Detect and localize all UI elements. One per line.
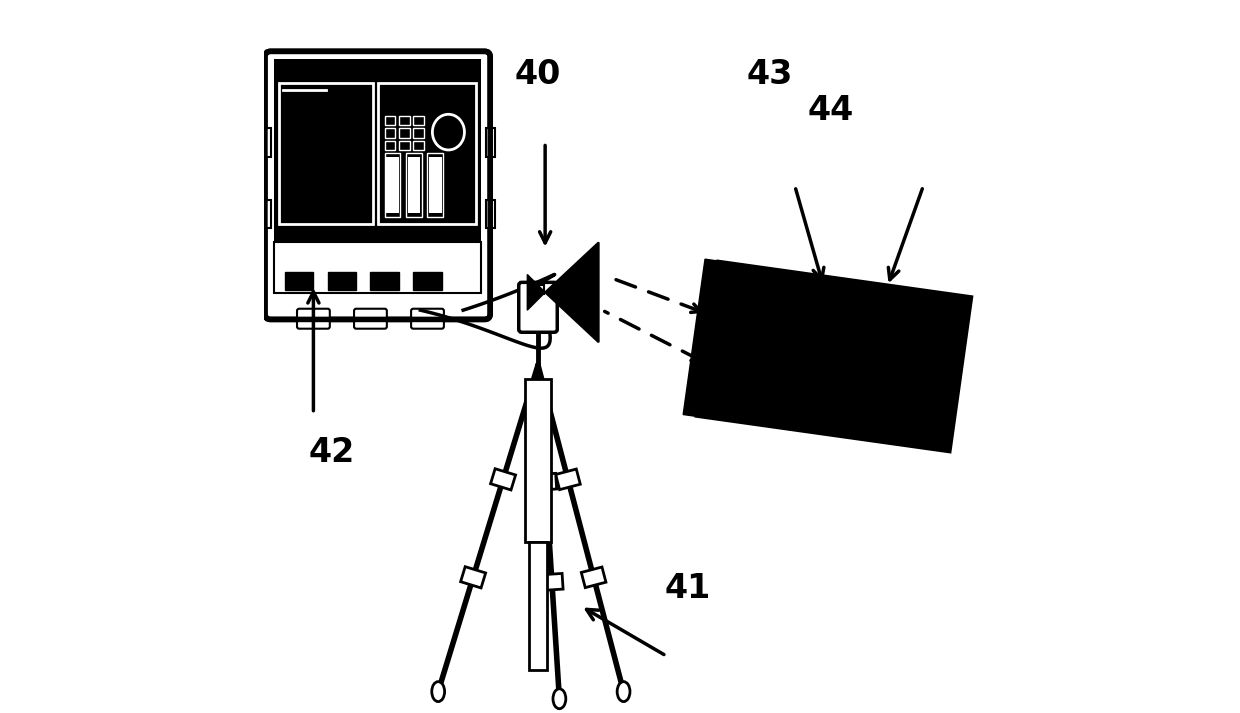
- Bar: [413, 141, 424, 150]
- Bar: [407, 153, 422, 217]
- Bar: [327, 272, 356, 289]
- Polygon shape: [491, 468, 516, 490]
- Bar: [429, 157, 441, 213]
- Bar: [399, 128, 409, 138]
- Bar: [386, 157, 399, 213]
- Polygon shape: [527, 275, 546, 310]
- Text: 44: 44: [807, 94, 853, 127]
- Bar: [384, 116, 396, 125]
- Ellipse shape: [553, 689, 565, 709]
- Bar: [285, 272, 314, 289]
- Bar: [274, 59, 481, 68]
- Bar: [399, 141, 409, 150]
- Bar: [384, 141, 396, 150]
- Text: 41: 41: [665, 572, 711, 605]
- Bar: [413, 128, 424, 138]
- Bar: [262, 128, 270, 157]
- Bar: [371, 272, 399, 289]
- Bar: [532, 285, 543, 294]
- Polygon shape: [546, 242, 599, 342]
- Ellipse shape: [618, 682, 630, 702]
- Text: 40: 40: [515, 58, 562, 91]
- Bar: [526, 379, 551, 542]
- Polygon shape: [556, 469, 580, 490]
- Polygon shape: [534, 473, 557, 491]
- Bar: [413, 272, 441, 289]
- FancyBboxPatch shape: [412, 309, 444, 329]
- Bar: [279, 83, 373, 224]
- FancyBboxPatch shape: [518, 282, 557, 332]
- Bar: [274, 242, 481, 293]
- Ellipse shape: [432, 682, 445, 702]
- FancyBboxPatch shape: [298, 309, 330, 329]
- Bar: [384, 128, 396, 138]
- Bar: [262, 200, 270, 228]
- Bar: [384, 153, 401, 217]
- FancyBboxPatch shape: [355, 309, 387, 329]
- Text: 43: 43: [746, 58, 792, 91]
- Bar: [529, 542, 547, 670]
- Bar: [274, 62, 481, 242]
- Polygon shape: [541, 573, 563, 590]
- Bar: [413, 116, 424, 125]
- Bar: [408, 157, 420, 213]
- Bar: [399, 116, 409, 125]
- Bar: [428, 153, 443, 217]
- Bar: [486, 128, 495, 157]
- Text: 42: 42: [308, 436, 355, 469]
- Polygon shape: [683, 260, 718, 416]
- Polygon shape: [460, 567, 486, 588]
- FancyBboxPatch shape: [265, 51, 490, 319]
- Polygon shape: [696, 261, 972, 452]
- Bar: [486, 200, 495, 228]
- Bar: [377, 83, 476, 224]
- Polygon shape: [582, 567, 606, 588]
